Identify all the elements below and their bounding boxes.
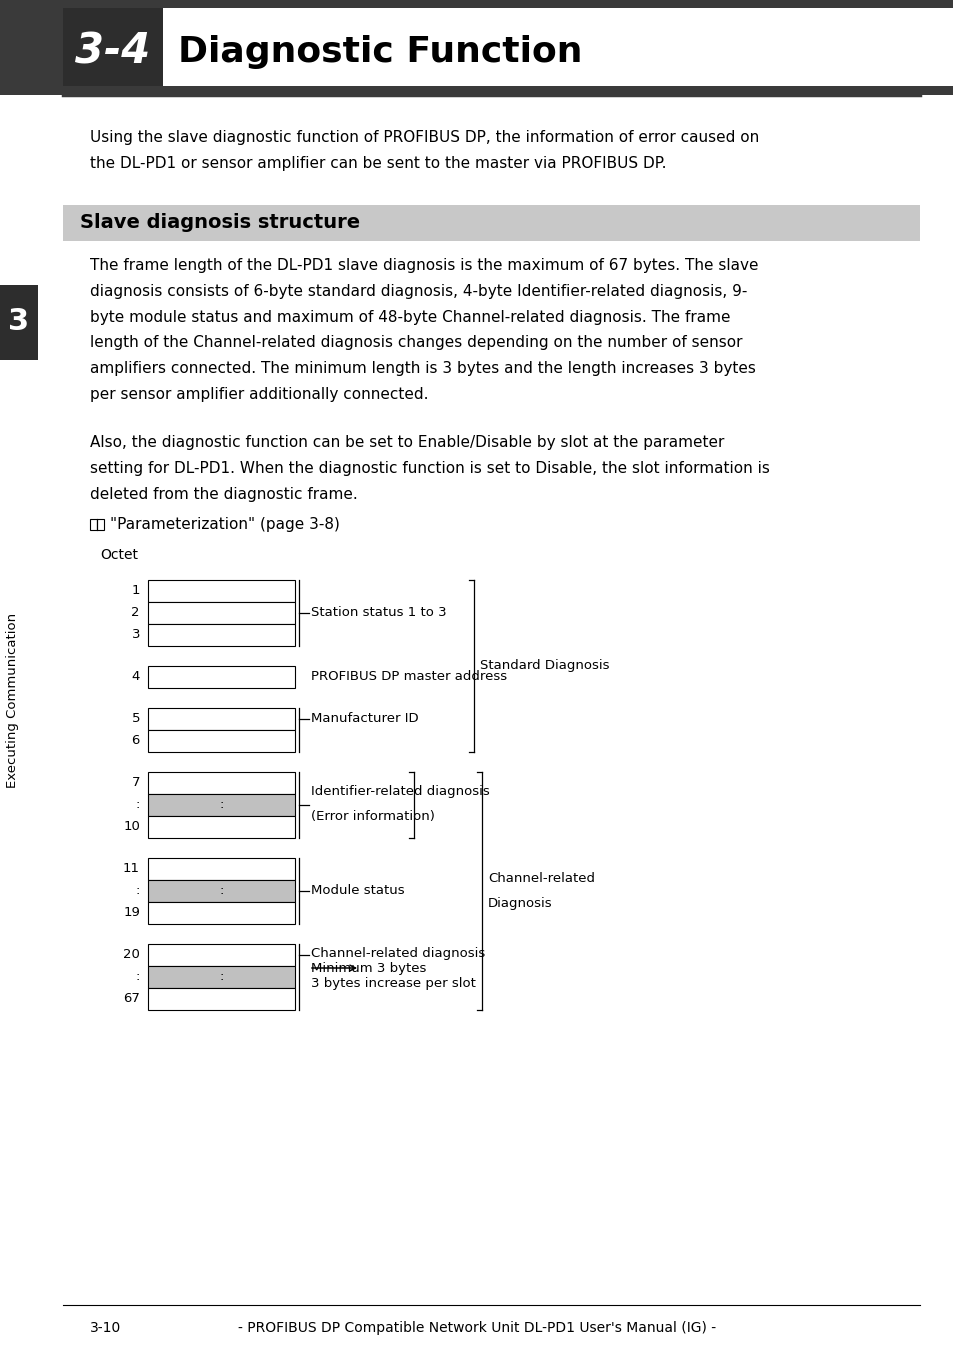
Text: Minimum 3 bytes: Minimum 3 bytes: [311, 963, 426, 975]
Bar: [148, 580, 294, 602]
Bar: [148, 880, 294, 902]
Text: 3 bytes increase per slot: 3 bytes increase per slot: [311, 977, 476, 990]
Bar: [148, 859, 294, 880]
Bar: [148, 902, 294, 923]
Text: "Parameterization" (page 3-8): "Parameterization" (page 3-8): [110, 518, 339, 533]
Text: :: :: [135, 799, 140, 811]
Bar: [0, 285, 38, 360]
Text: :: :: [135, 971, 140, 983]
Text: Diagnosis: Diagnosis: [488, 896, 552, 910]
Text: Station status 1 to 3: Station status 1 to 3: [311, 607, 446, 619]
Bar: [97, 519, 104, 530]
Bar: [148, 988, 294, 1010]
Text: 2: 2: [132, 607, 140, 619]
Text: 4: 4: [132, 671, 140, 684]
Bar: [0, 0, 953, 95]
Bar: [148, 730, 294, 752]
Text: 6: 6: [132, 734, 140, 748]
Bar: [148, 625, 294, 646]
Text: Manufacturer ID: Manufacturer ID: [311, 713, 418, 726]
Text: Slave diagnosis structure: Slave diagnosis structure: [80, 214, 359, 233]
Text: :: :: [219, 884, 223, 898]
Text: 10: 10: [123, 821, 140, 833]
Text: The frame length of the DL-PD1 slave diagnosis is the maximum of 67 bytes. The s: The frame length of the DL-PD1 slave dia…: [90, 258, 758, 402]
Text: Standard Diagnosis: Standard Diagnosis: [479, 660, 609, 672]
Text: 5: 5: [132, 713, 140, 726]
Text: 3: 3: [132, 629, 140, 641]
Text: 1: 1: [132, 584, 140, 598]
Bar: [148, 708, 294, 730]
Bar: [148, 965, 294, 988]
Text: :: :: [219, 799, 223, 811]
Bar: [163, 8, 953, 87]
Bar: [148, 817, 294, 838]
Text: (Error information): (Error information): [311, 810, 435, 823]
Text: Channel-related diagnosis: Channel-related diagnosis: [311, 946, 485, 960]
Bar: [63, 8, 163, 87]
Text: Octet: Octet: [100, 548, 138, 562]
Text: 3: 3: [9, 307, 30, 337]
Text: 67: 67: [123, 992, 140, 1006]
Text: Diagnostic Function: Diagnostic Function: [178, 35, 582, 69]
Text: Executing Communication: Executing Communication: [7, 612, 19, 788]
Text: - PROFIBUS DP Compatible Network Unit DL-PD1 User's Manual (IG) -: - PROFIBUS DP Compatible Network Unit DL…: [237, 1321, 716, 1334]
Text: Using the slave diagnostic function of PROFIBUS DP, the information of error cau: Using the slave diagnostic function of P…: [90, 130, 759, 170]
Text: :: :: [219, 971, 223, 983]
Text: 3-10: 3-10: [90, 1321, 121, 1334]
Bar: [148, 944, 294, 965]
Bar: [148, 772, 294, 794]
Text: 20: 20: [123, 949, 140, 961]
Text: :: :: [135, 884, 140, 898]
Text: 7: 7: [132, 776, 140, 790]
Text: Also, the diagnostic function can be set to Enable/Disable by slot at the parame: Also, the diagnostic function can be set…: [90, 435, 769, 502]
Text: 11: 11: [123, 863, 140, 876]
Text: Identifier-related diagnosis: Identifier-related diagnosis: [311, 786, 489, 798]
Text: Channel-related: Channel-related: [488, 872, 595, 886]
Text: PROFIBUS DP master address: PROFIBUS DP master address: [311, 671, 507, 684]
Text: 19: 19: [123, 906, 140, 919]
Text: 3-4: 3-4: [75, 31, 151, 73]
Bar: [148, 794, 294, 817]
Bar: [148, 667, 294, 688]
Bar: [90, 519, 97, 530]
Bar: [148, 602, 294, 625]
Bar: [63, 206, 919, 241]
Text: Module status: Module status: [311, 884, 404, 898]
